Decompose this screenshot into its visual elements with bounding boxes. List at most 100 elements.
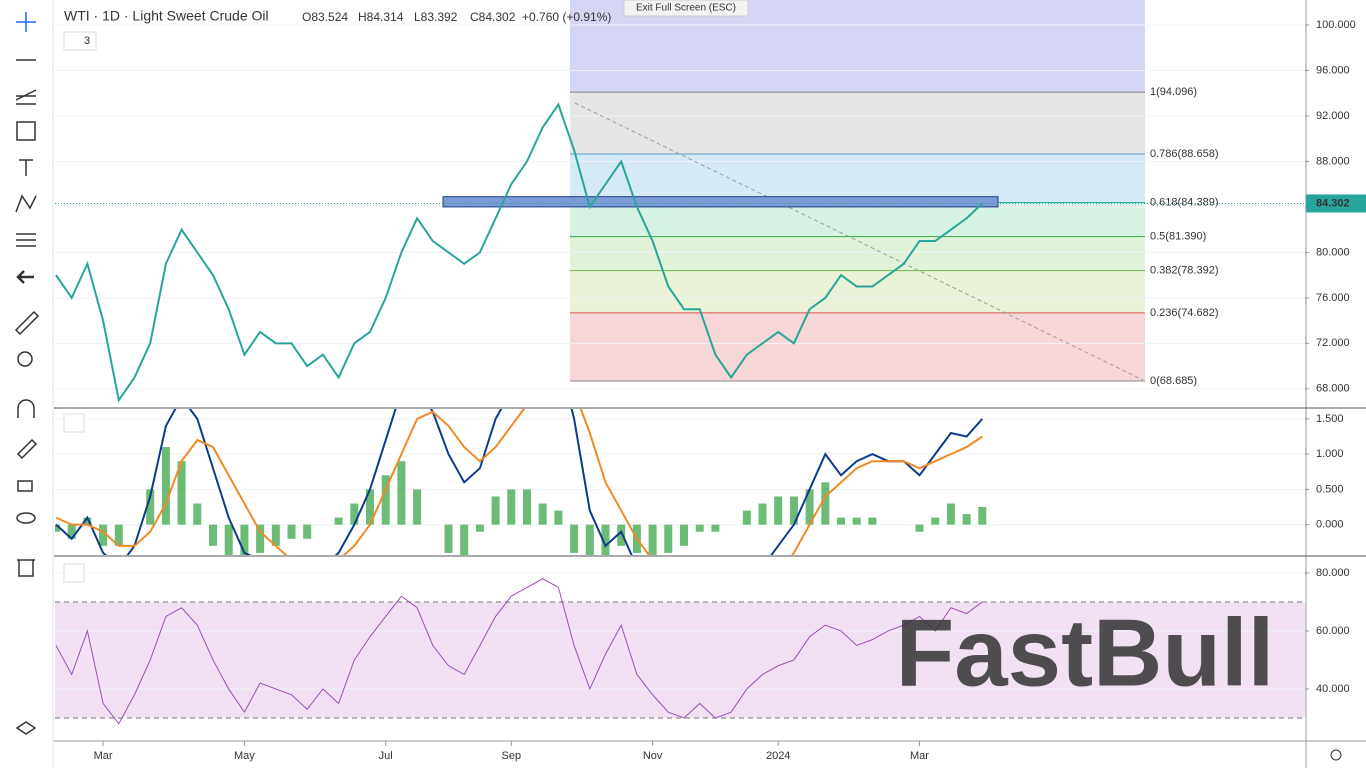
histogram-bar — [350, 503, 359, 525]
histogram-bar — [664, 524, 673, 553]
fib-label: 1(94.096) — [1150, 86, 1197, 98]
x-tick-label: Jul — [379, 750, 393, 762]
histogram-bar — [931, 517, 940, 525]
histogram-bar — [821, 482, 830, 525]
text-tool[interactable] — [19, 159, 33, 176]
fib-label: 0.5(81.390) — [1150, 230, 1206, 242]
indicator-toggle[interactable] — [63, 31, 97, 51]
histogram-bar — [413, 489, 422, 525]
histogram-bar — [287, 524, 296, 539]
x-tick-label: Sep — [502, 750, 522, 762]
y-tick-label: 0.500 — [1316, 483, 1344, 495]
shape-tool[interactable] — [16, 121, 36, 141]
histogram-bar — [67, 524, 76, 539]
histogram-bar — [868, 517, 877, 525]
ohlc-value: L83.392 — [414, 10, 458, 24]
zoom-tool[interactable] — [17, 351, 33, 367]
histogram-bar — [444, 524, 453, 553]
rsi-band — [55, 601, 1305, 718]
indicator-count[interactable]: 3 — [84, 35, 90, 47]
y-tick-label: 96.000 — [1316, 64, 1350, 76]
toolbar — [0, 0, 53, 768]
pane-toggle[interactable] — [63, 563, 85, 583]
histogram-bar — [570, 524, 579, 553]
histogram-bar — [99, 524, 108, 546]
crosshair-tool[interactable] — [16, 12, 36, 32]
y-tick-label: 80.000 — [1316, 246, 1350, 258]
fib-band — [570, 202, 1145, 237]
y-tick-label: 92.000 — [1316, 110, 1350, 122]
pane-toggle[interactable] — [63, 413, 85, 433]
histogram-bar — [334, 517, 343, 525]
histogram-bar — [55, 524, 60, 532]
fib-band — [570, 270, 1145, 313]
y-tick-label: 68.000 — [1316, 383, 1350, 395]
histogram-bar — [209, 524, 217, 546]
histogram-bar — [460, 524, 469, 555]
x-tick-label: Mar — [910, 750, 929, 762]
histogram-bar — [83, 517, 92, 525]
fib-label: 0.236(74.682) — [1150, 307, 1219, 319]
ohlc-value: C84.302 — [470, 10, 516, 24]
fib-band — [570, 312, 1145, 382]
y-tick-label: 0.000 — [1316, 519, 1344, 531]
fib-band — [570, 236, 1145, 271]
histogram-bar — [303, 524, 312, 539]
delete-tool[interactable] — [17, 559, 35, 577]
zone — [442, 196, 999, 208]
change-value: +0.760 (+0.91%) — [522, 10, 611, 24]
magnet-tool[interactable] — [17, 399, 35, 418]
lock-tool[interactable] — [17, 480, 33, 492]
y-tick-label: 100.000 — [1316, 19, 1356, 31]
fib-tool[interactable] — [15, 89, 37, 105]
back-tool[interactable] — [16, 270, 34, 284]
histogram-bar — [271, 524, 280, 546]
histogram-bar — [852, 517, 861, 525]
ohlc-value: O83.524 — [302, 10, 348, 24]
histogram-bar — [789, 496, 798, 525]
histogram-bar — [114, 524, 123, 546]
tool-icons[interactable] — [14, 12, 40, 735]
ruler-tool[interactable] — [14, 310, 40, 336]
histogram-bar — [177, 461, 186, 525]
watermark: FastBull — [896, 599, 1275, 706]
series-line — [55, 102, 983, 403]
histogram-bar — [538, 503, 547, 525]
pattern-tool[interactable] — [15, 194, 37, 213]
histogram-bar — [507, 489, 516, 525]
fib-label: 0.382(78.392) — [1150, 265, 1219, 277]
y-tick-label: 1.000 — [1316, 448, 1344, 460]
histogram-bar — [617, 524, 626, 546]
histogram-bar — [837, 517, 845, 525]
y-tick-label: 72.000 — [1316, 337, 1350, 349]
draw-mode-tool[interactable] — [16, 438, 38, 460]
layers-tool[interactable] — [15, 721, 37, 735]
histogram-bar — [366, 489, 374, 525]
prediction-tool[interactable] — [16, 233, 36, 247]
fib-band — [570, 92, 1145, 154]
y-tick-label: 76.000 — [1316, 292, 1350, 304]
histogram-bar — [397, 461, 406, 525]
series-line — [55, 409, 983, 555]
chart-title: WTI · 1D · Light Sweet Crude Oil — [64, 8, 269, 24]
trend-line — [574, 102, 1144, 381]
histogram-bar — [256, 524, 265, 553]
x-tick-label: Mar — [94, 750, 113, 762]
exit-button[interactable] — [623, 0, 749, 17]
histogram-bar — [711, 524, 720, 532]
settings-icon[interactable] — [1330, 749, 1342, 761]
y-tick-label: 40.000 — [1316, 683, 1350, 695]
fib-band — [570, 153, 1145, 203]
histogram-bar — [523, 489, 531, 525]
histogram-bar — [146, 489, 155, 525]
exit-button-label[interactable]: Exit Full Screen (ESC) — [636, 3, 736, 14]
visibility-tool[interactable] — [16, 512, 36, 524]
series-line — [55, 578, 983, 725]
x-tick-label: May — [234, 750, 255, 762]
histogram-bar — [978, 507, 987, 525]
x-tick-label: 2024 — [766, 750, 790, 762]
histogram-bar — [161, 447, 170, 525]
histogram-bar — [193, 503, 202, 525]
histogram-bar — [601, 524, 610, 555]
